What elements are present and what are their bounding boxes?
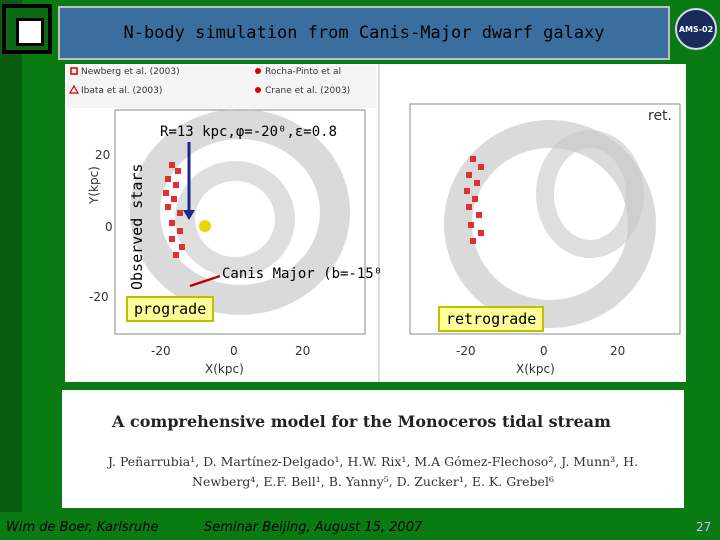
authors-line-1: J. Peñarrubia¹, D. Martínez-Delgado¹, H.… bbox=[107, 454, 639, 469]
legend-label-crane: Crane et al. (2003) bbox=[265, 86, 351, 96]
sun-position-marker bbox=[199, 220, 211, 232]
title-banner: N-body simulation from Canis-Major dwarf… bbox=[58, 6, 670, 60]
left-plot-svg bbox=[67, 66, 376, 335]
footer-bar bbox=[0, 512, 720, 540]
left-decor-bar bbox=[0, 0, 22, 512]
observed-stars-cluster-right bbox=[464, 156, 484, 244]
observed-stars-cluster bbox=[163, 162, 185, 258]
authors-line-2: Newberg⁴, E.F. Bell¹, B. Yanny⁵, D. Zuck… bbox=[192, 474, 554, 489]
x-axis-label: X(kpc) bbox=[205, 362, 244, 376]
legend-triangle-marker bbox=[68, 84, 80, 94]
logo-inner-square bbox=[16, 18, 44, 46]
paper-authors: J. Peñarrubia¹, D. Martínez-Delgado¹, H.… bbox=[72, 452, 674, 492]
paper-title: A comprehensive model for the Monoceros … bbox=[112, 412, 611, 431]
ytick-0: 0 bbox=[105, 220, 113, 234]
paper-excerpt: A comprehensive model for the Monoceros … bbox=[62, 390, 684, 508]
y-axis-label: Y(kpc) bbox=[87, 166, 101, 204]
legend-dot-marker-2 bbox=[255, 87, 261, 93]
right-plot-panel: ret. -20 0 20 X(kpc) bbox=[380, 64, 686, 382]
xtick-0: 0 bbox=[230, 344, 238, 358]
slide-title: N-body simulation from Canis-Major dwarf… bbox=[123, 23, 605, 43]
right-xtick-0: 0 bbox=[540, 344, 548, 358]
legend-label-rocha: Rocha-Pinto et al bbox=[265, 67, 342, 77]
ytick-20: 20 bbox=[95, 148, 111, 162]
right-plot-svg bbox=[409, 103, 681, 335]
stream-particles-right-inner bbox=[536, 130, 644, 258]
xtick-neg20: -20 bbox=[151, 344, 171, 358]
xtick-20: 20 bbox=[295, 344, 311, 358]
ret-label: ret. bbox=[648, 108, 673, 124]
legend-square-marker bbox=[70, 67, 78, 75]
prograde-label: prograde bbox=[126, 296, 215, 322]
orbit-arrow-head bbox=[183, 210, 195, 220]
legend-dot-marker bbox=[255, 68, 261, 74]
simulation-params: R=13 kpc,φ=-20⁰,ε=0.8 bbox=[160, 124, 338, 140]
stream-particles-inner bbox=[175, 161, 295, 277]
footer-author: Wim de Boer, Karlsruhe bbox=[6, 520, 159, 535]
badge-label: AMS-02 bbox=[678, 24, 714, 34]
legend-label-newberg: Newberg et al. (2003) bbox=[81, 67, 180, 77]
stream-particles-right-outer bbox=[444, 120, 656, 328]
ytick-neg20: -20 bbox=[89, 290, 109, 304]
legend-label-ibata: Ibata et al. (2003) bbox=[81, 86, 163, 96]
right-xtick-neg20: -20 bbox=[456, 344, 476, 358]
stream-particles-outer bbox=[130, 109, 350, 315]
slide-logo bbox=[2, 4, 52, 54]
ams-badge-icon: AMS-02 bbox=[675, 8, 717, 50]
canis-pointer-arrow bbox=[189, 274, 221, 288]
retrograde-label: retrograde bbox=[438, 306, 545, 332]
footer-event: Seminar Beijing, August 15, 2007 bbox=[204, 520, 423, 535]
observed-stars-label: Observed stars bbox=[128, 163, 146, 290]
canis-major-label: Canis Major (b=-15⁰) bbox=[222, 266, 391, 282]
legend-background bbox=[67, 66, 376, 108]
right-xtick-20: 20 bbox=[610, 344, 626, 358]
right-x-axis-label: X(kpc) bbox=[516, 362, 555, 376]
left-plot-panel: Newberg et al. (2003) Rocha-Pinto et al … bbox=[65, 64, 380, 382]
page-number: 27 bbox=[696, 520, 712, 534]
